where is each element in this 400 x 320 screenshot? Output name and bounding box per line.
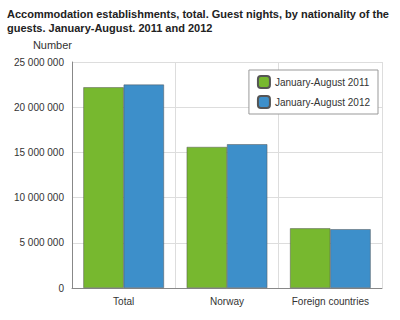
svg-text:Norway: Norway [210,296,244,307]
svg-text:Number: Number [33,39,72,51]
svg-text:25 000 000: 25 000 000 [14,57,64,68]
svg-text:Accommodation establishments,: Accommodation establishments, total. Gue… [7,8,392,20]
svg-text:January-August 2012: January-August 2012 [275,97,371,108]
svg-text:0: 0 [58,283,64,294]
svg-text:20 000 000: 20 000 000 [14,102,64,113]
svg-text:January-August 2011: January-August 2011 [275,77,370,88]
svg-text:5 000 000: 5 000 000 [20,237,65,248]
svg-text:Foreign countries: Foreign countries [292,296,369,307]
svg-text:Total: Total [113,296,134,307]
svg-text:guests. January-August. 2011 a: guests. January-August. 2011 and 2012 [7,22,212,34]
svg-text:15 000 000: 15 000 000 [14,147,64,158]
svg-text:10 000 000: 10 000 000 [14,192,64,203]
